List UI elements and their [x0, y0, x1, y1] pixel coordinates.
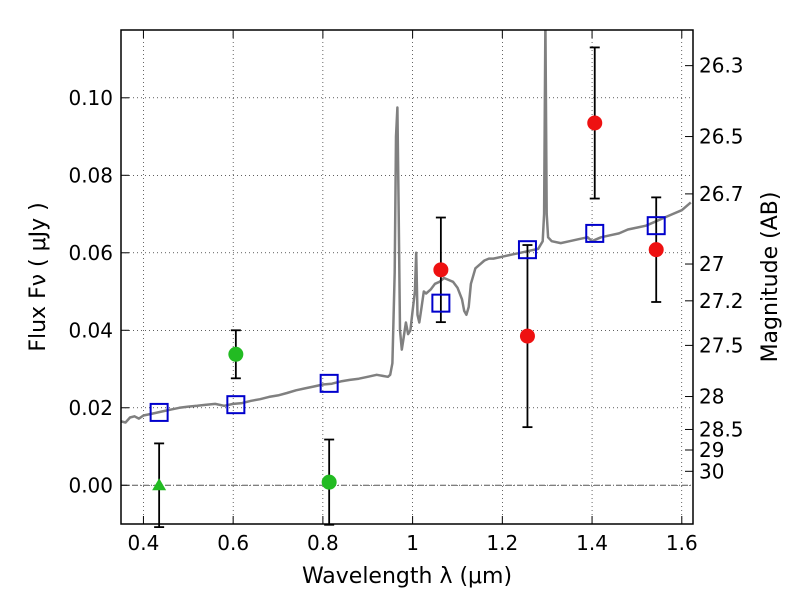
model-photometry-marker	[319, 373, 339, 393]
model-photometry-marker	[149, 402, 169, 422]
plot-frame	[120, 29, 694, 525]
mag-tick-label: 27	[699, 252, 724, 276]
mag-tick-label: 26.7	[699, 182, 744, 206]
y-tick-label: 0.04	[68, 318, 113, 342]
mag-tick-label: 28	[699, 385, 724, 409]
y-tick-label: 0.00	[68, 473, 113, 497]
mag-tick-label: 29	[699, 438, 724, 462]
y-axis-label: Flux Fν ( μJy )	[26, 202, 51, 351]
model-spectrum-line	[121, 30, 692, 424]
mag-tick-label: 30	[699, 459, 724, 483]
x-tick-label: 0.6	[217, 531, 249, 555]
y2-axis-label: Magnitude (AB)	[758, 192, 783, 363]
model-photometry-marker	[585, 223, 605, 243]
grid	[121, 30, 693, 524]
upper-limit-marker	[152, 478, 167, 491]
optical-detection-marker	[228, 346, 244, 362]
mag-tick-label: 28.5	[699, 417, 744, 441]
plot-area	[121, 30, 692, 424]
x-tick-label: 1.6	[666, 531, 698, 555]
x-tick-label: 1	[406, 531, 419, 555]
nir-detection-marker	[587, 115, 603, 131]
x-tick-label: 1.4	[576, 531, 608, 555]
nir-detection-marker	[648, 242, 664, 258]
optical-detection-marker	[321, 474, 337, 490]
errorbars	[154, 46, 662, 528]
markers	[149, 115, 666, 491]
mag-tick-label: 27.5	[699, 333, 744, 357]
x-tick-label: 0.8	[307, 531, 339, 555]
nir-detection-marker	[433, 262, 449, 278]
model-photometry-marker	[226, 395, 246, 415]
mag-tick-label: 26.5	[699, 125, 744, 149]
y-tick-label: 0.10	[68, 86, 113, 110]
nir-detection-marker	[519, 328, 535, 344]
axes: 0.4 0.6 0.8 1 1.2 1.4 1.6 0.00 0.02 0.04 0.06 0.08 0…	[68, 30, 744, 555]
x-axis-label: Wavelength λ (μm)	[302, 564, 512, 589]
model-photometry-marker	[517, 240, 537, 260]
y-tick-label: 0.08	[68, 163, 113, 187]
model-photometry-marker	[431, 293, 451, 313]
y-tick-label: 0.06	[68, 241, 113, 265]
x-tick-label: 0.4	[128, 531, 160, 555]
mag-tick-label: 26.3	[699, 54, 744, 78]
mag-tick-label: 27.2	[699, 289, 744, 313]
y-tick-label: 0.02	[68, 396, 113, 420]
model-photometry-marker	[646, 216, 666, 236]
x-tick-label: 1.2	[486, 531, 518, 555]
